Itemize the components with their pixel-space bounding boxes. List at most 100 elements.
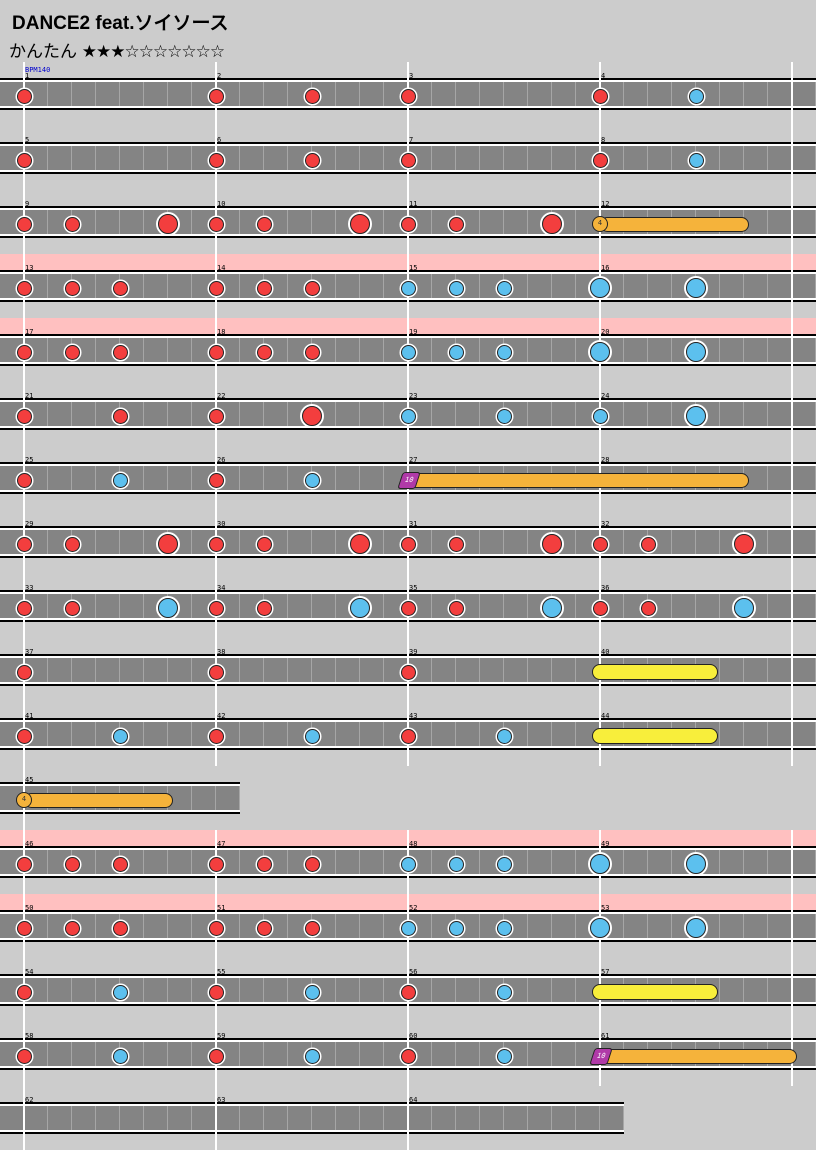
don-note: [400, 728, 416, 744]
barline: [791, 830, 793, 894]
don-note: [112, 344, 128, 360]
chart-row: 25 26 27 28 10: [0, 446, 816, 510]
ka-note: [496, 856, 512, 872]
measure-number: 20: [601, 328, 610, 336]
barline: [23, 1086, 25, 1150]
ka-note: [448, 280, 464, 296]
big-don-note: [542, 534, 562, 554]
balloon-roll-body: [600, 217, 749, 232]
measure-number: 17: [25, 328, 34, 336]
don-note: [400, 152, 416, 168]
ka-note: [496, 344, 512, 360]
don-note: [448, 216, 464, 232]
don-note: [16, 280, 32, 296]
measure-number: 25: [25, 456, 34, 464]
bpm-marker: BPM140: [25, 66, 51, 74]
don-note: [208, 920, 224, 936]
chart-row: 9 10 11 12 4: [0, 190, 816, 254]
don-note: [208, 408, 224, 424]
ka-note: [496, 408, 512, 424]
balloon-roll-body: [600, 1049, 797, 1064]
measure-number: 58: [25, 1032, 34, 1040]
measure-number: 41: [25, 712, 34, 720]
barline: [791, 958, 793, 1022]
measure-number: 53: [601, 904, 610, 912]
don-note: [400, 88, 416, 104]
don-note: [16, 408, 32, 424]
measure-number: 35: [409, 584, 418, 592]
big-don-note: [350, 214, 370, 234]
ka-note: [304, 984, 320, 1000]
big-don-note: [542, 214, 562, 234]
difficulty-line: かんたん ★★★☆☆☆☆☆☆☆: [9, 37, 225, 62]
don-note: [256, 920, 272, 936]
don-note: [64, 280, 80, 296]
measure-number: 50: [25, 904, 34, 912]
measure-number: 15: [409, 264, 418, 272]
big-ka-note: [590, 918, 610, 938]
measure-number: 31: [409, 520, 418, 528]
don-note: [16, 1048, 32, 1064]
barline: [407, 1086, 409, 1150]
ka-note: [496, 728, 512, 744]
big-drumroll: [592, 984, 719, 1000]
measure-number: 1: [25, 72, 30, 80]
song-title: DANCE2 feat.ソイソース: [12, 13, 229, 34]
don-note: [400, 536, 416, 552]
measure-number: 24: [601, 392, 610, 400]
measure-number: 56: [409, 968, 418, 976]
chart-row: 45 4: [0, 766, 240, 830]
barline: [791, 190, 793, 254]
barline: [791, 510, 793, 574]
ka-note: [304, 472, 320, 488]
don-note: [640, 600, 656, 616]
don-note: [208, 216, 224, 232]
measure-number: 36: [601, 584, 610, 592]
ka-note: [448, 920, 464, 936]
don-note: [304, 88, 320, 104]
don-note: [400, 1048, 416, 1064]
chart-row: 58 59 60 61 10: [0, 1022, 816, 1086]
don-note: [64, 536, 80, 552]
don-note: [16, 152, 32, 168]
measure-number: 28: [601, 456, 610, 464]
chart-row: 37 38 39 40: [0, 638, 816, 702]
don-note: [112, 856, 128, 872]
don-note: [208, 536, 224, 552]
measure-number: 55: [217, 968, 226, 976]
measure-number: 14: [217, 264, 226, 272]
measure-number: 63: [217, 1096, 226, 1104]
measure-number: 26: [217, 456, 226, 464]
ka-note: [400, 920, 416, 936]
measure-number: 19: [409, 328, 418, 336]
measure-number: 46: [25, 840, 34, 848]
ka-note: [400, 856, 416, 872]
measure-number: 43: [409, 712, 418, 720]
measure-number: 21: [25, 392, 34, 400]
measure-number: 7: [409, 136, 414, 144]
big-ka-note: [158, 598, 178, 618]
ka-note: [304, 1048, 320, 1064]
don-note: [400, 216, 416, 232]
big-don-note: [350, 534, 370, 554]
measure-number: 13: [25, 264, 34, 272]
don-note: [16, 344, 32, 360]
don-note: [448, 536, 464, 552]
don-note: [16, 728, 32, 744]
don-note: [16, 88, 32, 104]
measure-number: 30: [217, 520, 226, 528]
measure-number: 40: [601, 648, 610, 656]
don-note: [592, 152, 608, 168]
ka-note: [400, 344, 416, 360]
don-note: [112, 408, 128, 424]
chart-row: 62 63 64: [0, 1086, 624, 1150]
don-note: [112, 280, 128, 296]
don-note: [208, 1048, 224, 1064]
don-note: [400, 984, 416, 1000]
don-note: [64, 600, 80, 616]
don-note: [304, 280, 320, 296]
ka-note: [448, 344, 464, 360]
big-ka-note: [686, 342, 706, 362]
don-note: [64, 856, 80, 872]
